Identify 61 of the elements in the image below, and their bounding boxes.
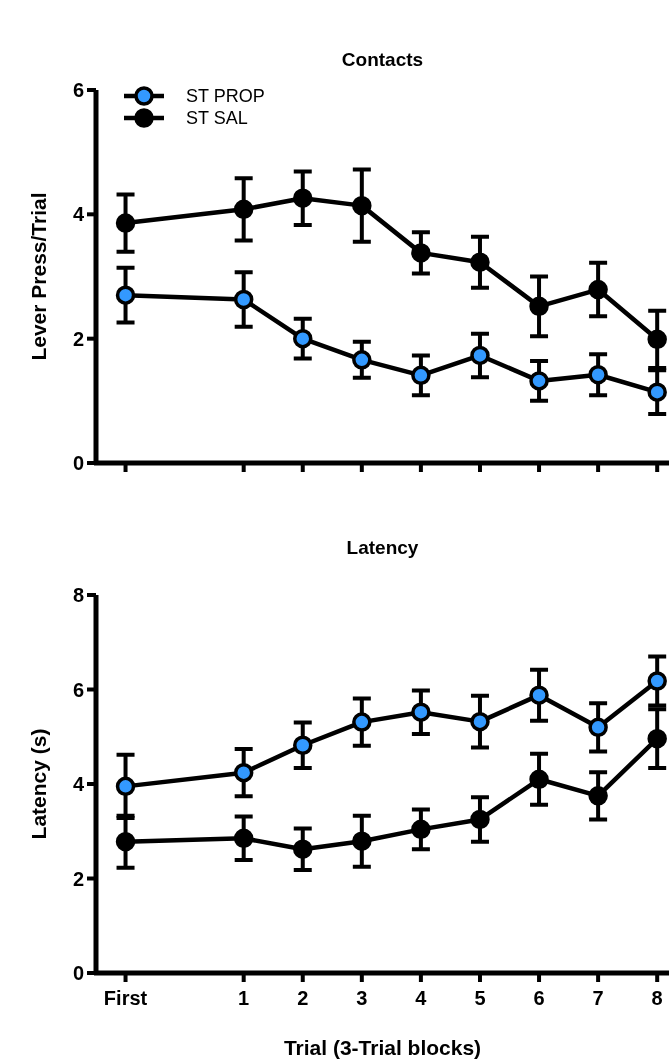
- point: [411, 243, 431, 263]
- y-tick-label: 0: [72, 962, 84, 984]
- x-tick-label: 6: [533, 987, 545, 1009]
- y-tick-label: 6: [72, 79, 84, 101]
- chart-title: Latency: [346, 537, 419, 558]
- point: [293, 839, 313, 859]
- y-tick-label: 4: [72, 773, 85, 795]
- x-tick-label: 5: [474, 987, 486, 1009]
- point: [233, 762, 254, 783]
- point: [647, 329, 667, 350]
- x-tick-label: 2: [297, 987, 309, 1009]
- point: [647, 382, 667, 402]
- y-tick-label: 2: [72, 327, 84, 350]
- point: [293, 735, 313, 756]
- point: [647, 671, 667, 691]
- x-axis-title: Trial (3-Trial blocks): [283, 1036, 482, 1059]
- point: [529, 296, 549, 317]
- point: [293, 328, 313, 349]
- point: [352, 712, 372, 732]
- x-tick-label: 3: [356, 987, 368, 1009]
- point: [647, 728, 667, 749]
- point: [411, 702, 431, 722]
- point: [115, 285, 136, 305]
- point: [352, 195, 372, 216]
- chart-title: Contacts: [341, 49, 424, 70]
- point: [529, 685, 549, 705]
- point: [588, 364, 608, 385]
- point: [529, 371, 549, 391]
- point: [352, 831, 372, 851]
- y-tick-label: 0: [72, 452, 84, 474]
- x-tick-label: 7: [592, 987, 604, 1009]
- y-tick-label: 6: [72, 678, 84, 701]
- point: [233, 828, 254, 849]
- point: [588, 279, 608, 300]
- point: [588, 786, 608, 806]
- x-tick-label: 4: [415, 987, 428, 1009]
- point: [115, 213, 136, 233]
- point: [470, 345, 490, 366]
- y-axis-title: Lever Press/Trial: [27, 192, 50, 361]
- point: [470, 252, 490, 272]
- point: [352, 350, 372, 370]
- y-tick-label: 2: [72, 867, 84, 890]
- point: [233, 289, 254, 310]
- point: [470, 809, 490, 830]
- point: [411, 365, 431, 386]
- y-tick-label: 4: [72, 203, 85, 226]
- point: [115, 776, 136, 797]
- y-tick-label: 8: [72, 584, 84, 606]
- legend-label: ST SAL: [186, 108, 248, 129]
- y-axis-title: Latency (s): [27, 728, 50, 840]
- point: [233, 199, 254, 220]
- point: [411, 819, 431, 840]
- legend-label: ST PROP: [186, 86, 265, 107]
- point: [293, 188, 313, 208]
- x-tick-label: 8: [651, 987, 663, 1009]
- point: [470, 711, 490, 732]
- point: [115, 831, 136, 852]
- x-tick-label: First: [103, 987, 148, 1009]
- point: [529, 769, 549, 790]
- point: [588, 717, 608, 738]
- x-tick-label: 1: [238, 987, 250, 1009]
